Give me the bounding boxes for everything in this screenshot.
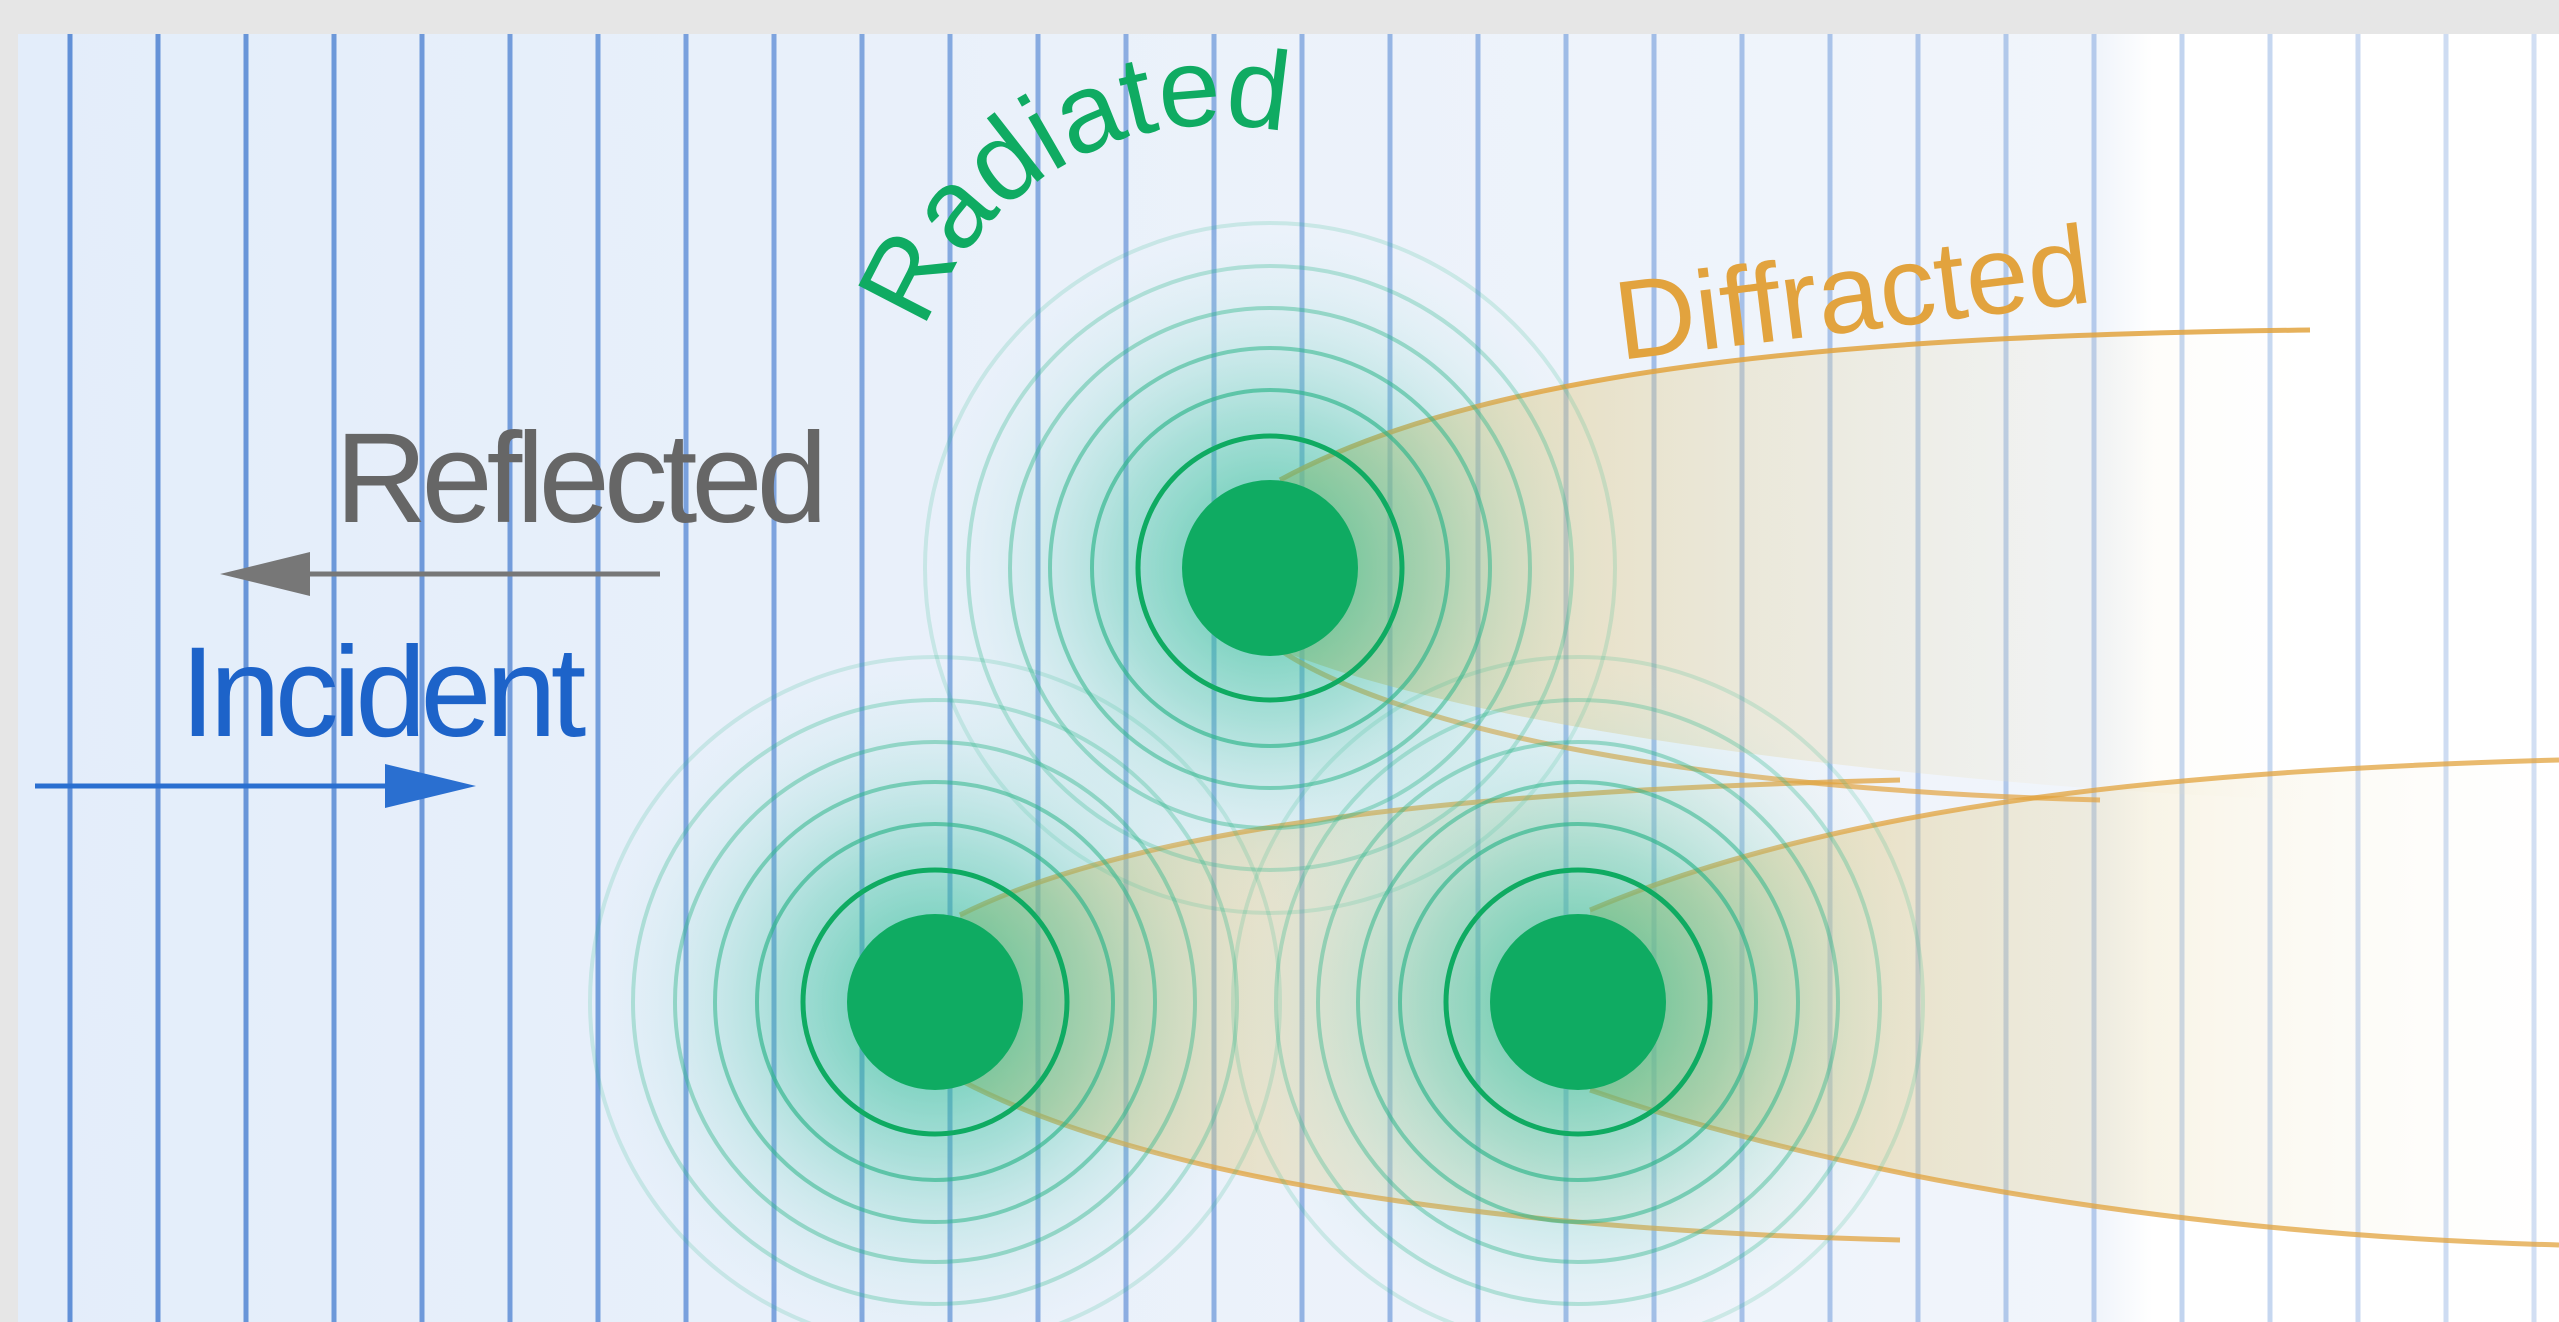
radiated-ring	[1090, 388, 1450, 748]
scatterer-core	[1182, 480, 1358, 656]
radiated-ring	[1356, 780, 1800, 1224]
radiated-ring	[1274, 698, 1882, 1306]
inner-ring	[1443, 867, 1713, 1137]
radiated-ring	[1398, 822, 1758, 1182]
reflected-label: Reflected	[335, 407, 822, 550]
arrow-left-icon	[220, 552, 660, 596]
radiated-ring	[1231, 655, 1925, 1322]
bottom-right-scatterer	[1231, 655, 1925, 1322]
scatterers	[588, 221, 1925, 1322]
incident-label: Incident	[180, 621, 586, 764]
radiated-ring	[673, 740, 1197, 1264]
arrow-right-icon	[35, 764, 476, 808]
radiated-ring	[1048, 346, 1492, 790]
bottom-left-scatterer	[588, 655, 1282, 1322]
inner-ring	[1135, 433, 1405, 703]
radiated-ring	[713, 780, 1157, 1224]
radiated-ring	[1008, 306, 1532, 830]
scatterer-core	[1490, 914, 1666, 1090]
radiated-ring	[1316, 740, 1840, 1264]
inner-ring	[800, 867, 1070, 1137]
scatterer-core	[847, 914, 1023, 1090]
radiated-ring	[755, 822, 1115, 1182]
